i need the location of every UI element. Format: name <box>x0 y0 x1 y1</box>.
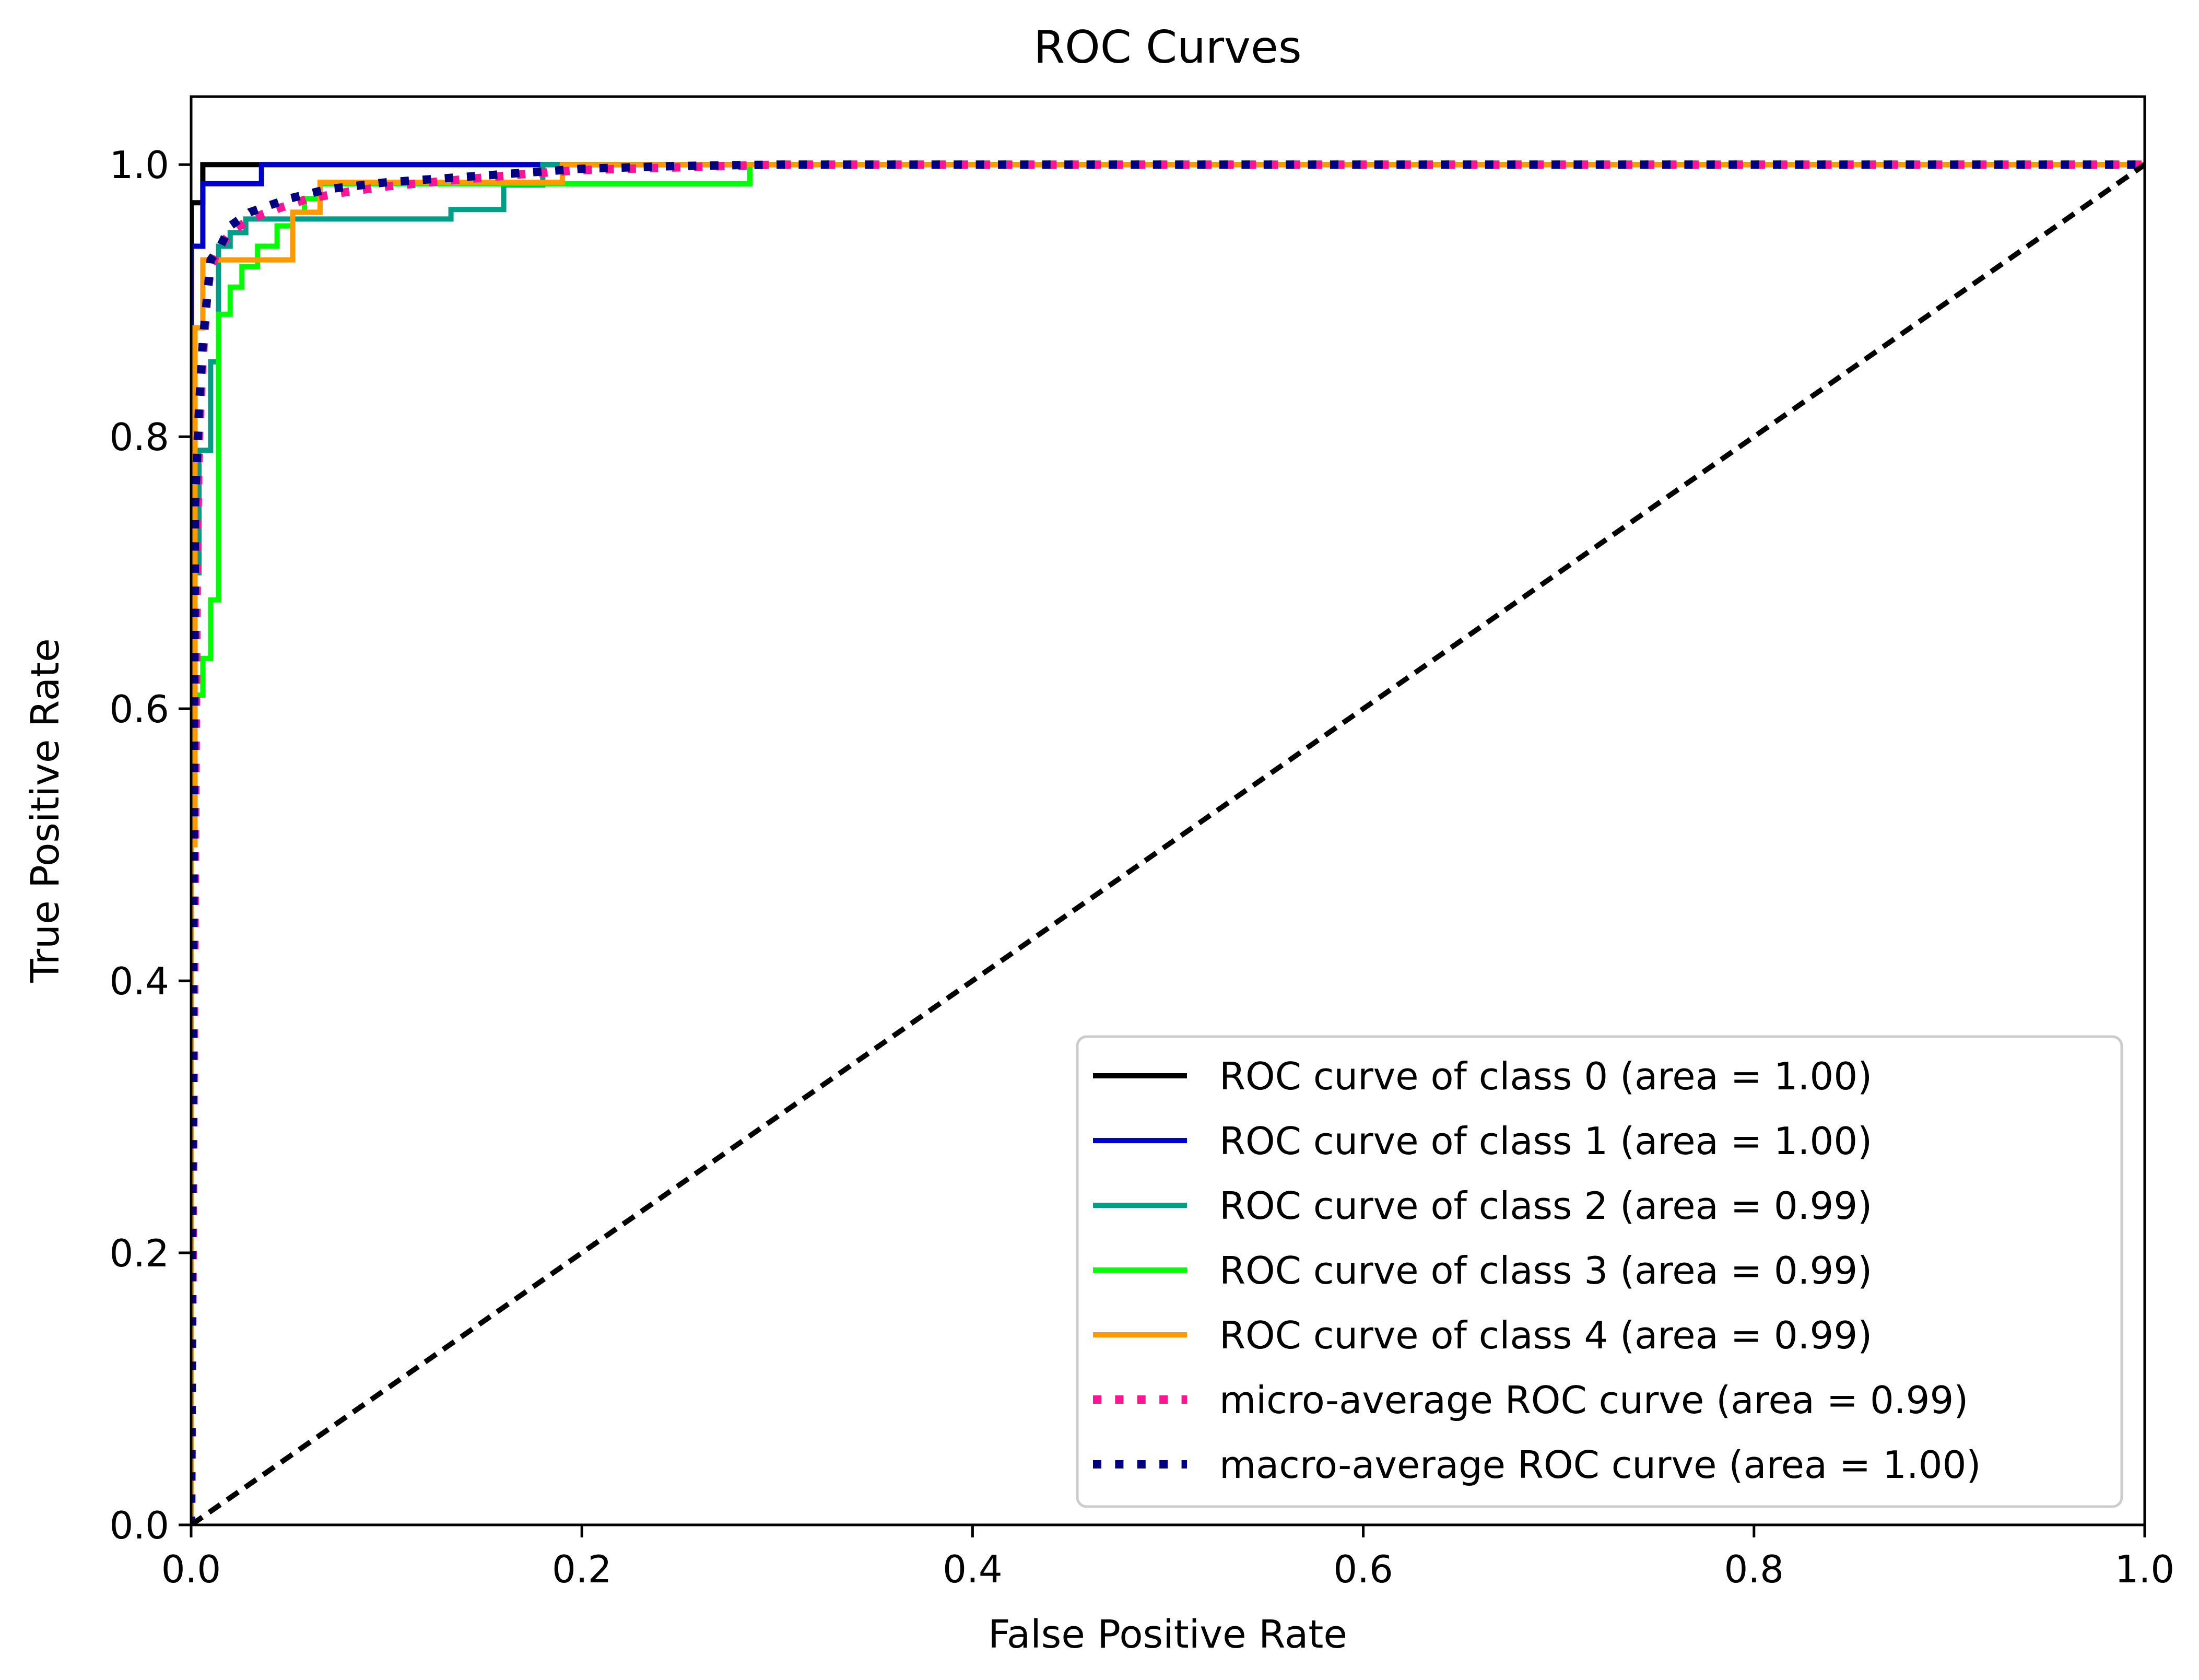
legend-label: micro-average ROC curve (area = 0.99) <box>1219 1378 1968 1422</box>
y-tick-label: 0.4 <box>109 959 169 1003</box>
legend-label: ROC curve of class 0 (area = 1.00) <box>1219 1054 1872 1098</box>
x-tick-label: 0.2 <box>552 1547 612 1591</box>
x-tick-label: 0.4 <box>943 1547 1003 1591</box>
series-line-1 <box>191 162 2145 1525</box>
y-tick-label: 0.6 <box>109 687 169 731</box>
legend-label: macro-average ROC curve (area = 1.00) <box>1219 1443 1981 1487</box>
legend-label: ROC curve of class 4 (area = 0.99) <box>1219 1313 1872 1357</box>
legend-label: ROC curve of class 2 (area = 0.99) <box>1219 1184 1872 1228</box>
x-tick-label: 1.0 <box>2115 1547 2175 1591</box>
legend-label: ROC curve of class 1 (area = 1.00) <box>1219 1119 1872 1163</box>
x-tick-label: 0.8 <box>1724 1547 1784 1591</box>
y-tick-label: 0.2 <box>109 1231 169 1275</box>
y-tick-label: 1.0 <box>109 143 169 187</box>
x-axis: 0.0 0.2 0.4 0.6 0.8 1.0 <box>161 1525 2175 1591</box>
plot-frame <box>190 95 2146 1526</box>
chart-title: ROC Curves <box>1033 21 1301 74</box>
series-line-4 <box>191 162 2145 1525</box>
legend: ROC curve of class 0 (area = 1.00) ROC cu… <box>1076 1035 2123 1508</box>
y-tick-label: 0.8 <box>109 415 169 459</box>
legend-box <box>1076 1035 2123 1508</box>
x-tick-label: 0.6 <box>1333 1547 1393 1591</box>
series-layer <box>191 160 2145 1525</box>
y-tick-label: 0.0 <box>109 1503 169 1547</box>
x-tick-label: 0.0 <box>161 1547 221 1591</box>
legend-label: ROC curve of class 3 (area = 0.99) <box>1219 1249 1872 1293</box>
y-axis-label: True Positive Rate <box>23 638 68 983</box>
chance-diagonal-line <box>191 162 2145 1525</box>
y-axis: 0.0 0.2 0.4 0.6 0.8 1.0 <box>109 143 191 1547</box>
x-axis-label: False Positive Rate <box>988 1612 1347 1657</box>
plot-area <box>191 160 2145 1525</box>
